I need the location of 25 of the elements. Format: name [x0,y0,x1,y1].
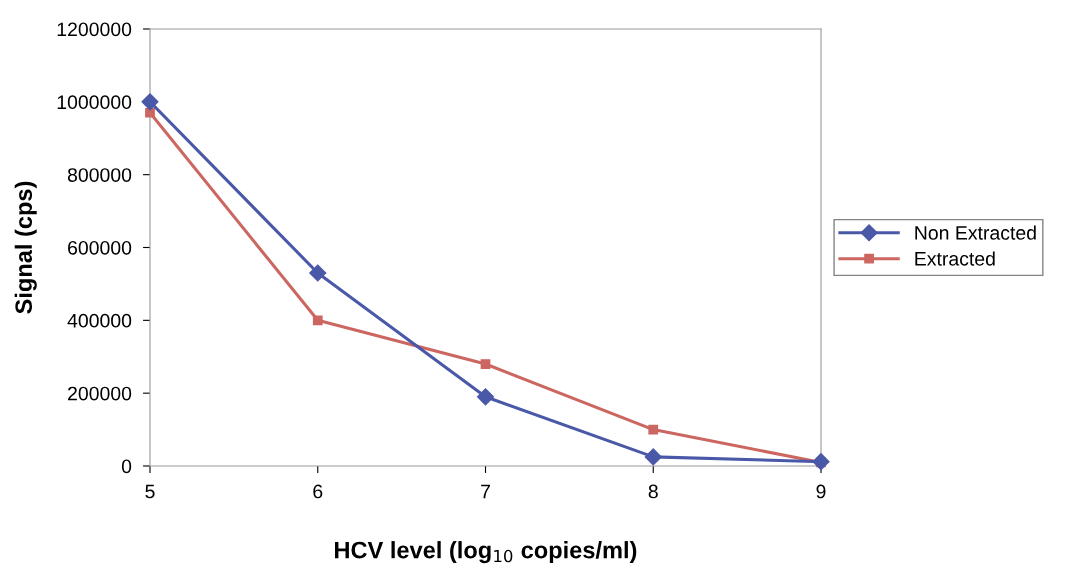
legend-label: Extracted [915,251,995,266]
point [312,315,323,326]
x-tick-label: 8 [648,484,658,499]
y-tick-label: 200000 [68,386,132,401]
y-tick-label: 600000 [68,240,132,255]
legend-label: Non Extracted [915,225,1036,240]
point [145,107,155,118]
point [812,453,830,471]
point [648,424,659,435]
x-tick-label: 9 [816,484,826,499]
y-tick-label: 1200000 [57,22,132,37]
x-tick-label: 7 [481,484,490,499]
point [141,93,159,111]
y-tick-label: 800000 [67,168,132,182]
x-tick-label: 6 [313,484,323,499]
y-tick-label: 1000000 [57,95,132,110]
y-axis-title: Signal (cps) [14,181,37,314]
x-axis-title: HCV level (log$_{10}$ copies/ml) [335,541,637,564]
point [309,264,327,282]
y-tick-label: 0 [121,459,132,474]
point [644,448,662,466]
point [476,388,495,406]
x-tick-label: 5 [145,484,155,499]
point [480,359,491,369]
y-tick-label: 400000 [67,313,132,328]
